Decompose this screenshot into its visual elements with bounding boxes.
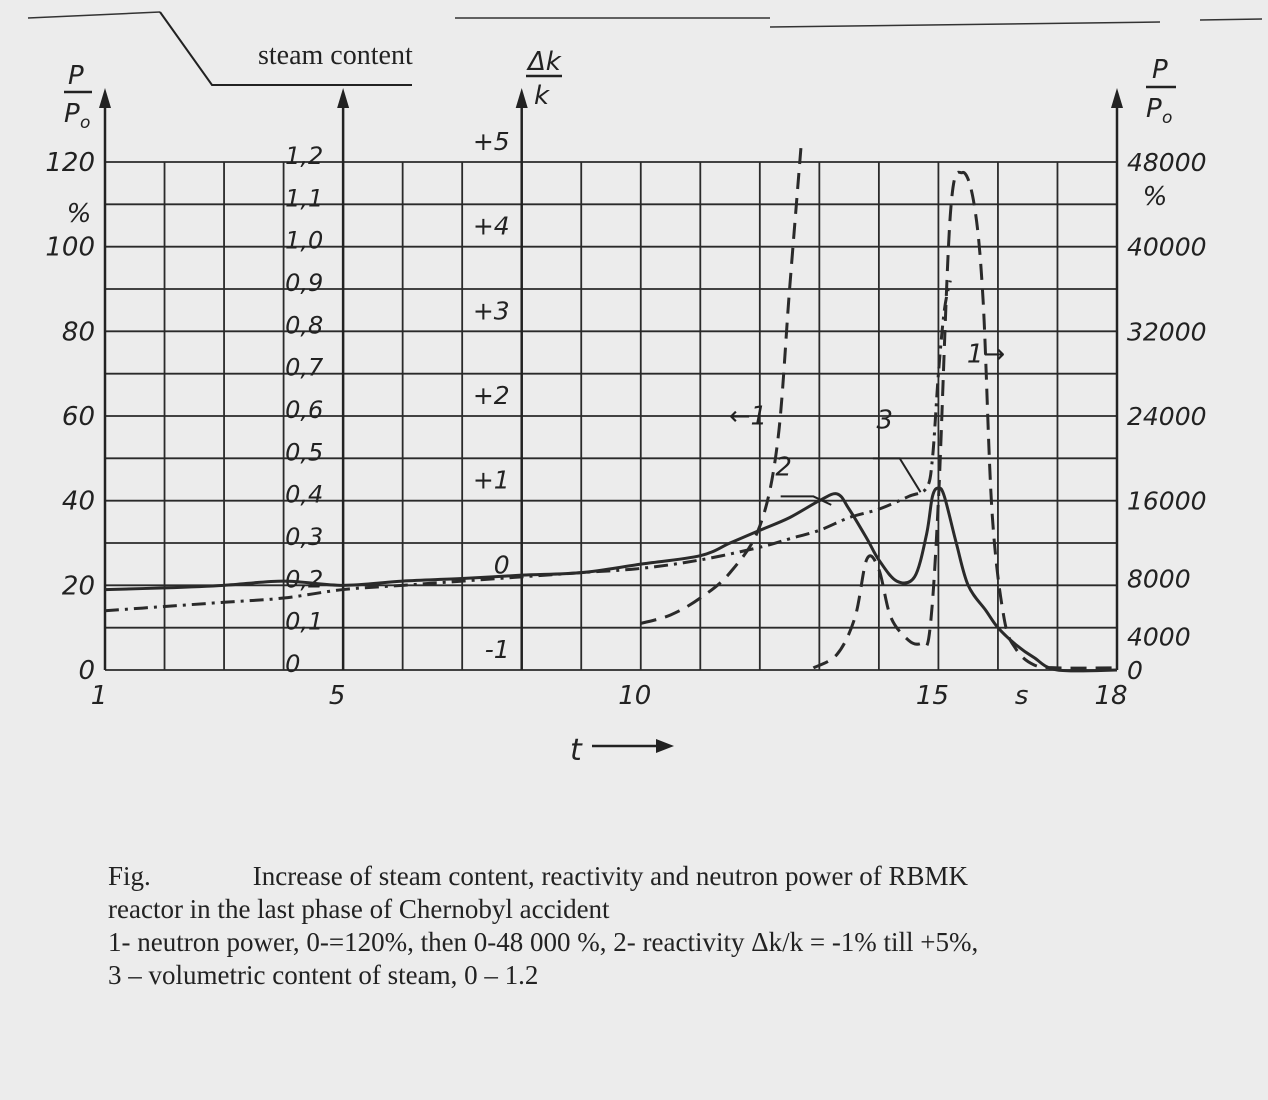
steam-tick-label: 0,8 xyxy=(285,311,323,339)
time-label: t xyxy=(570,733,583,768)
series-line-3-dash-dot xyxy=(104,280,952,613)
svg-text:P: P xyxy=(1146,94,1162,124)
caption-line4: 3 – volumetric content of steam, 0 – 1.2 xyxy=(108,960,539,990)
steam-tick-label: 1,2 xyxy=(285,142,323,170)
reactivity-tick-label: +4 xyxy=(473,212,510,241)
reactivity-tick-label: +3 xyxy=(473,296,510,325)
annotation-curve2: 2 xyxy=(775,452,792,482)
right-tick-label: 4000 xyxy=(1127,623,1191,652)
x-tick-label: 5 xyxy=(329,681,346,711)
series-line-1-dashed xyxy=(640,140,803,625)
steam-tick-label: 0,3 xyxy=(285,523,323,551)
reactivity-axis-title: Δk k xyxy=(526,47,562,111)
svg-text:o: o xyxy=(80,113,90,133)
caption-line2: reactor in the last phase of Chernobyl a… xyxy=(108,894,610,924)
right-tick-label: 48000 xyxy=(1127,148,1207,177)
annotation-curve2-leader xyxy=(780,495,832,506)
right-tick-label: 8000 xyxy=(1127,564,1191,593)
figure-caption: Fig. Increase of steam content, reactivit… xyxy=(108,860,1168,992)
steam-content-label-frame xyxy=(159,11,412,86)
svg-text:k: k xyxy=(534,81,550,111)
caption-line1: Increase of steam content, reactivity an… xyxy=(252,861,969,891)
svg-text:o: o xyxy=(1162,108,1172,128)
steam-tick-label: 1,1 xyxy=(285,184,323,212)
annotation-curve1-left: ←1 xyxy=(729,401,767,431)
reactivity-tick-label: +1 xyxy=(473,466,510,495)
reactivity-tick-label: 0 xyxy=(494,550,510,579)
data-series xyxy=(104,140,1118,673)
reactivity-tick-label: -1 xyxy=(485,635,510,664)
left-tick-label: 0 xyxy=(78,656,95,686)
steam-tick-label: 1,0 xyxy=(285,227,323,255)
steam-content-label: steam content xyxy=(258,40,413,71)
x-tick-label: 1 xyxy=(91,681,108,711)
steam-tick-label: 0 xyxy=(285,650,300,678)
right-tick-label: 24000 xyxy=(1127,402,1207,431)
top-scan-lines xyxy=(27,11,1263,28)
steam-tick-label: 0,2 xyxy=(285,565,323,593)
series-line-1-dashed xyxy=(812,170,1118,670)
steam-tick-label: 0,5 xyxy=(285,438,323,466)
x-tick-label: 10 xyxy=(618,681,651,711)
steam-tick-label: 0,7 xyxy=(285,354,324,382)
left-axis-arrowhead xyxy=(99,88,111,108)
svg-text:P: P xyxy=(64,99,80,129)
reactivity-tick-label: +2 xyxy=(473,381,510,410)
left-tick-label: 120 xyxy=(45,148,95,178)
steam-tick-label: 0,6 xyxy=(285,396,323,424)
left-tick-label: 80 xyxy=(62,317,95,347)
annotation-curve3: 3 xyxy=(877,405,894,435)
reactivity-tick-label: +5 xyxy=(473,127,510,156)
annotation-curve3-leader xyxy=(872,457,922,493)
svg-text:P: P xyxy=(68,61,84,91)
svg-text:P: P xyxy=(1152,55,1168,85)
reactivity-axis-arrowhead xyxy=(515,88,528,108)
left-tick-label: 100 xyxy=(45,233,95,263)
left-tick-label: 40 xyxy=(62,487,95,517)
right-tick-label: 0 xyxy=(1127,656,1143,685)
caption-fig-label: Fig. xyxy=(108,861,151,891)
steam-tick-label: 0,4 xyxy=(285,481,323,509)
series-line-2-solid xyxy=(104,486,1118,673)
caption-line3: 1- neutron power, 0-=120%, then 0-48 000… xyxy=(108,927,979,957)
chart-grid xyxy=(104,161,1118,671)
right-tick-label: 40000 xyxy=(1127,233,1207,262)
left-tick-label: 20 xyxy=(62,571,95,601)
left-unit-label: % xyxy=(67,199,92,229)
time-arrow: t xyxy=(570,733,674,768)
steam-axis-arrowhead xyxy=(337,88,350,108)
steam-tick-label: 0,9 xyxy=(285,269,323,297)
right-axis-arrowhead xyxy=(1111,88,1123,108)
svg-text:Δk: Δk xyxy=(526,47,562,77)
left-tick-label: 60 xyxy=(62,402,95,432)
chart-axes xyxy=(99,88,1123,670)
right-tick-label: 32000 xyxy=(1127,317,1207,346)
tick-labels: 020406080100120%00,10,20,30,40,50,60,70,… xyxy=(45,127,1206,711)
steam-tick-label: 0,1 xyxy=(285,608,323,636)
x-tick-label: 18 xyxy=(1094,681,1127,711)
x-tick-label: 15 xyxy=(916,681,949,711)
x-tick-label: s xyxy=(1015,681,1029,711)
right-unit-label: % xyxy=(1143,182,1168,212)
right-tick-label: 16000 xyxy=(1127,487,1207,516)
